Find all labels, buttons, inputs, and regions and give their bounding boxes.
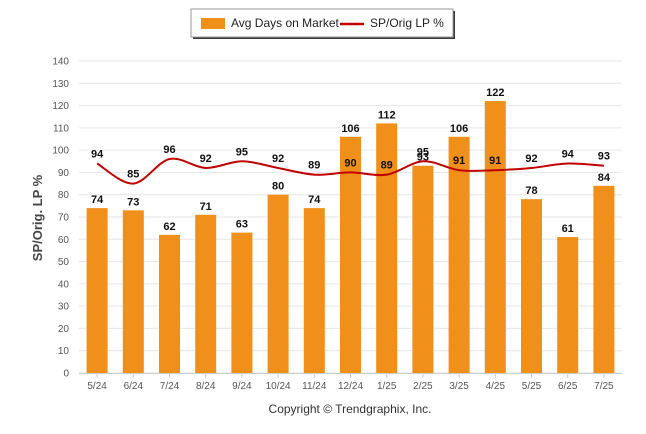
line-value-label: 93 bbox=[598, 151, 610, 163]
x-tick-label: 1/25 bbox=[377, 381, 397, 392]
line-value-label: 91 bbox=[489, 155, 501, 167]
x-tick-label: 3/25 bbox=[449, 381, 469, 392]
copyright-text: Copyright © Trendgraphix, Inc. bbox=[269, 402, 432, 416]
line-value-label: 89 bbox=[308, 160, 320, 172]
x-tick-label: 4/25 bbox=[486, 381, 506, 392]
y-tick-label: 70 bbox=[58, 213, 70, 224]
y-tick-label: 100 bbox=[52, 146, 69, 157]
bar bbox=[412, 165, 434, 373]
bar-value-label: 71 bbox=[200, 201, 212, 213]
bar bbox=[484, 101, 506, 373]
x-tick-label: 10/24 bbox=[266, 381, 291, 392]
x-tick-label: 12/24 bbox=[338, 381, 363, 392]
x-tick-label: 11/24 bbox=[302, 381, 327, 392]
line-value-label: 94 bbox=[562, 149, 575, 161]
line-data-labels: 94 85 96 92 95 92 89 90 89 95 91 91 92 94 93 bbox=[91, 144, 610, 181]
line-value-label: 92 bbox=[525, 153, 537, 165]
bar bbox=[448, 136, 470, 373]
bar bbox=[303, 208, 325, 373]
y-tick-label: 10 bbox=[58, 346, 70, 357]
x-tick-label: 7/25 bbox=[594, 381, 614, 392]
line-value-label: 94 bbox=[91, 149, 104, 161]
y-tick-label: 110 bbox=[53, 123, 69, 134]
bar-value-label: 122 bbox=[486, 87, 504, 99]
line-value-label: 89 bbox=[381, 160, 393, 172]
x-tick-label: 5/25 bbox=[522, 381, 542, 392]
bar bbox=[521, 199, 542, 373]
legend: Avg Days on Market SP/Orig LP % bbox=[190, 8, 455, 39]
bar bbox=[86, 208, 108, 373]
line-value-label: 92 bbox=[200, 153, 212, 165]
legend-bar-swatch bbox=[201, 18, 225, 29]
x-tick-label: 6/24 bbox=[124, 381, 144, 392]
bar bbox=[195, 214, 217, 373]
bar bbox=[159, 234, 180, 373]
y-tick-label: 120 bbox=[52, 101, 69, 112]
bar-value-label: 80 bbox=[272, 181, 284, 193]
line-value-label: 96 bbox=[163, 144, 175, 156]
bar-value-label: 106 bbox=[341, 123, 359, 135]
bar-data-labels: 74 73 62 71 63 80 74 106 112 93 106 122 78 61 84 bbox=[91, 87, 611, 235]
x-tick-label: 8/24 bbox=[196, 381, 216, 392]
y-axis-label: SP/Orig. LP % bbox=[30, 174, 45, 261]
bar-series bbox=[86, 101, 615, 374]
bar bbox=[376, 123, 398, 374]
y-tick-label: 40 bbox=[58, 279, 70, 290]
y-tick-label: 140 bbox=[52, 57, 69, 68]
y-tick-label: 50 bbox=[58, 257, 70, 268]
bar-value-label: 63 bbox=[236, 219, 248, 231]
legend-box bbox=[190, 8, 454, 38]
line-value-label: 90 bbox=[344, 157, 356, 169]
bar bbox=[267, 194, 289, 373]
x-tick-label: 7/24 bbox=[160, 381, 180, 392]
y-axis-ticks: 0 10 20 30 40 50 60 70 80 90 100 110 120 130 140 bbox=[52, 57, 69, 380]
bar bbox=[231, 232, 253, 373]
bar bbox=[593, 185, 615, 373]
y-tick-label: 130 bbox=[52, 79, 69, 90]
bar-value-label: 74 bbox=[308, 194, 321, 206]
legend-bar-label: Avg Days on Market bbox=[231, 16, 339, 30]
y-tick-label: 0 bbox=[63, 369, 69, 380]
line-value-label: 95 bbox=[417, 146, 429, 158]
line-value-label: 92 bbox=[272, 153, 284, 165]
legend-line-label: SP/Orig LP % bbox=[370, 16, 444, 30]
y-tick-label: 90 bbox=[58, 168, 70, 179]
line-value-label: 91 bbox=[453, 155, 465, 167]
x-tick-label: 5/24 bbox=[87, 381, 107, 392]
x-tick-label: 9/24 bbox=[232, 381, 252, 392]
x-axis-ticks: 5/24 6/24 7/24 8/24 9/24 10/24 11/24 12/24 1/25 2… bbox=[87, 373, 614, 392]
bar-value-label: 78 bbox=[525, 185, 537, 197]
line-value-label: 95 bbox=[236, 146, 248, 158]
bar-value-label: 74 bbox=[91, 194, 104, 206]
y-tick-label: 20 bbox=[58, 324, 70, 335]
bar-value-label: 84 bbox=[598, 172, 611, 184]
bar bbox=[122, 210, 144, 373]
line-series bbox=[96, 157, 604, 185]
y-tick-label: 60 bbox=[58, 235, 70, 246]
bar-value-label: 112 bbox=[378, 109, 396, 121]
line-value-label: 85 bbox=[127, 169, 139, 181]
bar bbox=[557, 237, 579, 373]
x-tick-label: 2/25 bbox=[413, 381, 433, 392]
bar bbox=[340, 136, 361, 373]
bar-value-label: 61 bbox=[562, 223, 574, 235]
bar-value-label: 73 bbox=[127, 196, 139, 208]
y-tick-label: 30 bbox=[58, 302, 70, 313]
bar-value-label: 106 bbox=[450, 123, 468, 135]
y-tick-label: 80 bbox=[58, 190, 70, 201]
x-tick-label: 6/25 bbox=[558, 381, 578, 392]
bar-value-label: 62 bbox=[163, 221, 175, 233]
